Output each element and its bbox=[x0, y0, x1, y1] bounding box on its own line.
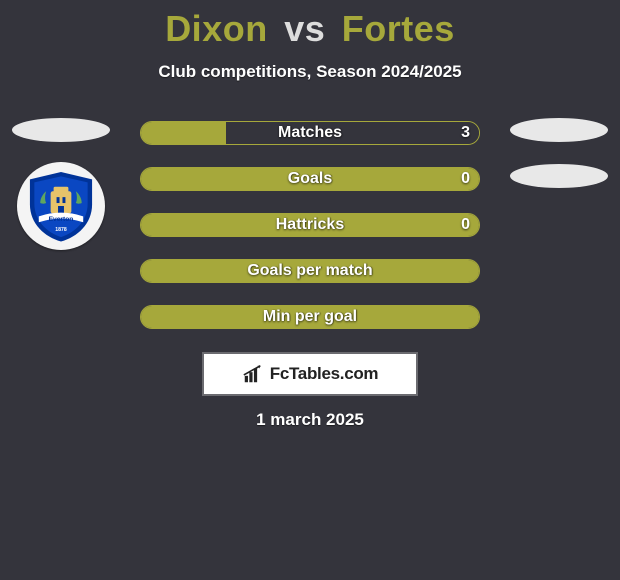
stat-row: 0Goals0 bbox=[0, 156, 620, 202]
stat-row: Min per goal bbox=[0, 294, 620, 340]
stat-value-right: 3 bbox=[461, 124, 470, 142]
stat-bar-fill-left bbox=[141, 122, 226, 144]
brand-text: FcTables.com bbox=[270, 364, 379, 384]
stat-bar-fill-right bbox=[226, 122, 480, 144]
stat-value-right: 0 bbox=[461, 216, 470, 234]
stat-bar-fill-left bbox=[141, 214, 479, 236]
fctables-watermark: FcTables.com bbox=[202, 352, 418, 396]
stat-value-right: 0 bbox=[461, 170, 470, 188]
stat-bar: Matches bbox=[140, 121, 480, 145]
comparison-title: Dixon vs Fortes bbox=[0, 0, 620, 50]
vs-text: vs bbox=[284, 8, 325, 49]
player1-name: Dixon bbox=[165, 8, 268, 49]
stat-bar-fill-left bbox=[141, 168, 479, 190]
stat-row: Goals per match bbox=[0, 248, 620, 294]
bar-chart-icon bbox=[242, 363, 264, 385]
date-text: 1 march 2025 bbox=[0, 410, 620, 430]
stat-row: 1Matches3 bbox=[0, 110, 620, 156]
subtitle: Club competitions, Season 2024/2025 bbox=[0, 62, 620, 82]
comparison-bars: 1Matches30Goals00Hattricks0Goals per mat… bbox=[0, 110, 620, 340]
stat-bar: Goals per match bbox=[140, 259, 480, 283]
stat-bar: Min per goal bbox=[140, 305, 480, 329]
player2-name: Fortes bbox=[342, 8, 455, 49]
stat-bar-fill-left bbox=[141, 306, 479, 328]
stat-row: 0Hattricks0 bbox=[0, 202, 620, 248]
stat-bar: Goals bbox=[140, 167, 480, 191]
stat-bar: Hattricks bbox=[140, 213, 480, 237]
stat-bar-fill-left bbox=[141, 260, 479, 282]
